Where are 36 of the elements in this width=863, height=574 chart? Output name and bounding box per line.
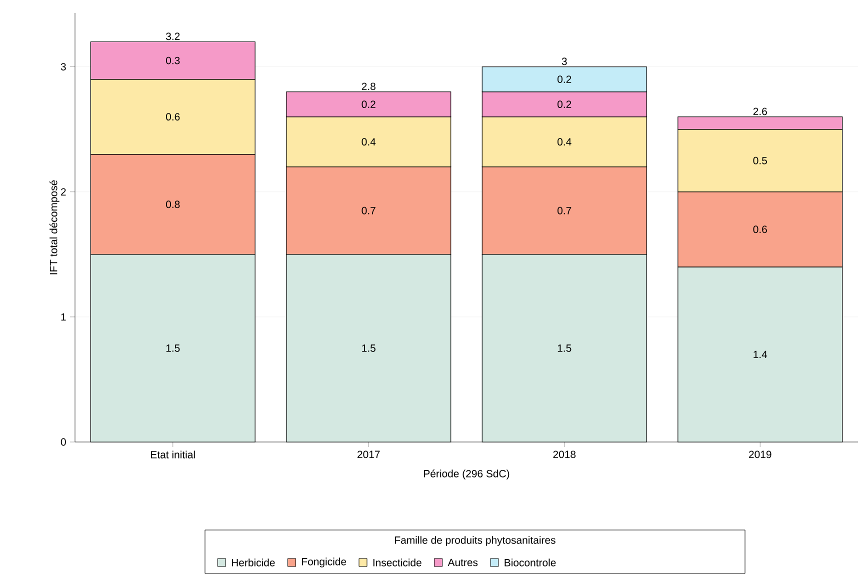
y-tick-label: 1 [61,313,66,321]
x-tick-label: Etat initial [151,450,195,458]
data-label: 0.7 [362,206,376,214]
legend-label: Fongicide [302,558,346,568]
data-label: 0.2 [558,76,572,83]
x-tick-label: 2017 [358,450,380,458]
total-label: 3.2 [166,32,180,40]
y-tick-label: 2 [61,188,66,196]
legend-title: Famille de produits phytosanitaires [395,536,556,546]
data-label: 1.5 [558,344,572,352]
legend-label: Biocontrole [504,558,556,566]
x-tick-label: 2019 [749,450,772,458]
legend-label: Autres [448,558,478,566]
data-label: 1.4 [754,350,768,358]
data-label: 1.5 [362,344,376,352]
data-label: 0.3 [166,56,180,64]
x-tick-label: 2018 [553,450,576,458]
legend-label: Insecticide [373,558,422,566]
data-label: 0.6 [166,113,180,121]
total-label: 2.8 [362,82,376,90]
data-label: 0.8 [166,200,180,208]
data-label: 1.5 [166,344,180,352]
y-tick-label: 3 [60,63,66,70]
data-label: 0.6 [753,226,767,234]
data-label: 0.2 [362,100,376,108]
data-label: 0.4 [558,138,572,146]
data-label: 0.4 [362,138,376,146]
y-tick-label: 0 [60,438,66,446]
total-label: 2.6 [753,108,767,116]
data-label: 0.2 [558,100,572,108]
legend-label: Herbicide [232,558,275,566]
data-label: 0.7 [558,206,572,214]
y-axis-title: IFT total décomposé [49,180,60,274]
x-axis-title: Période (296 SdC) [424,470,510,480]
total-label: 3 [562,58,567,66]
data-label: 0.5 [753,156,767,164]
